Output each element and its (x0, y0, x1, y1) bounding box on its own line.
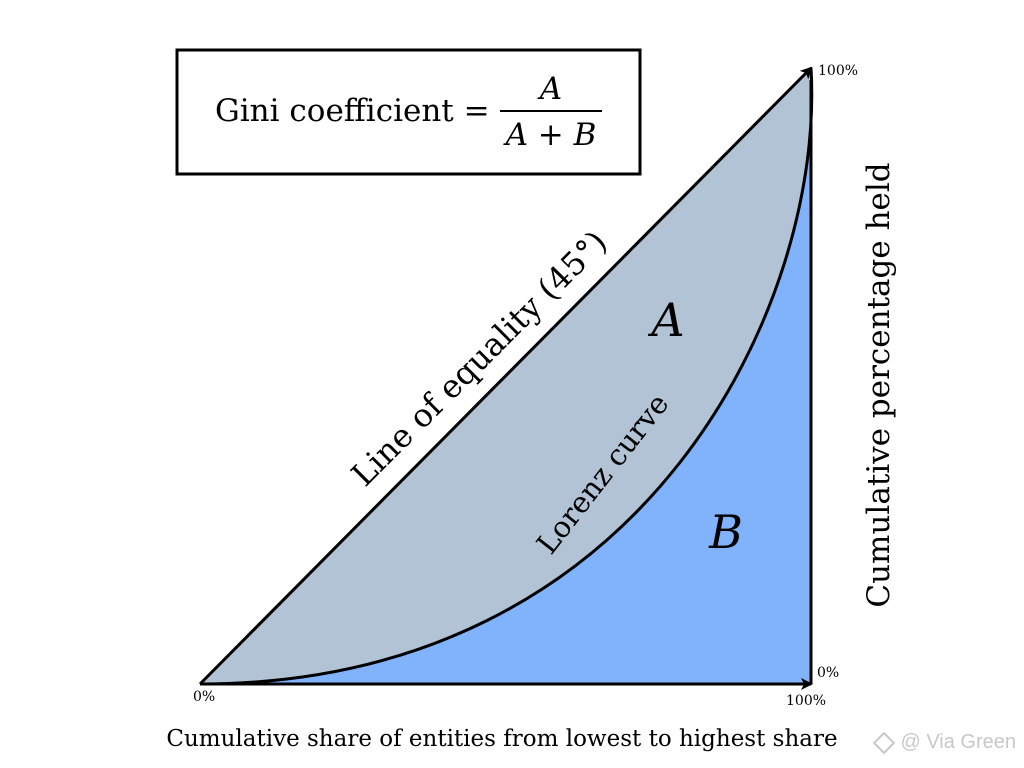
formula-denominator: A + B (503, 117, 597, 153)
line-of-equality (198, 66, 813, 686)
region-b-label: B (708, 505, 743, 559)
tick-x-end: 100% (786, 693, 826, 709)
formula-lhs: Gini coefficient = (215, 93, 490, 129)
region-a-label: A (647, 293, 684, 347)
lorenz-curve (199, 67, 814, 686)
watermark-text: @ Via Green (900, 731, 1016, 753)
watermark: @ Via Green (873, 731, 1016, 754)
region-b-area (200, 68, 812, 684)
watermark-logo-icon (873, 731, 896, 754)
tick-y-top: 100% (818, 63, 858, 79)
y-axis-label: Cumulative percentage held (861, 162, 897, 607)
formula-numerator: A (537, 71, 562, 107)
tick-y-zero: 0% (817, 665, 839, 681)
x-axis-label: Cumulative share of entities from lowest… (166, 726, 837, 752)
tick-origin: 0% (193, 689, 215, 705)
